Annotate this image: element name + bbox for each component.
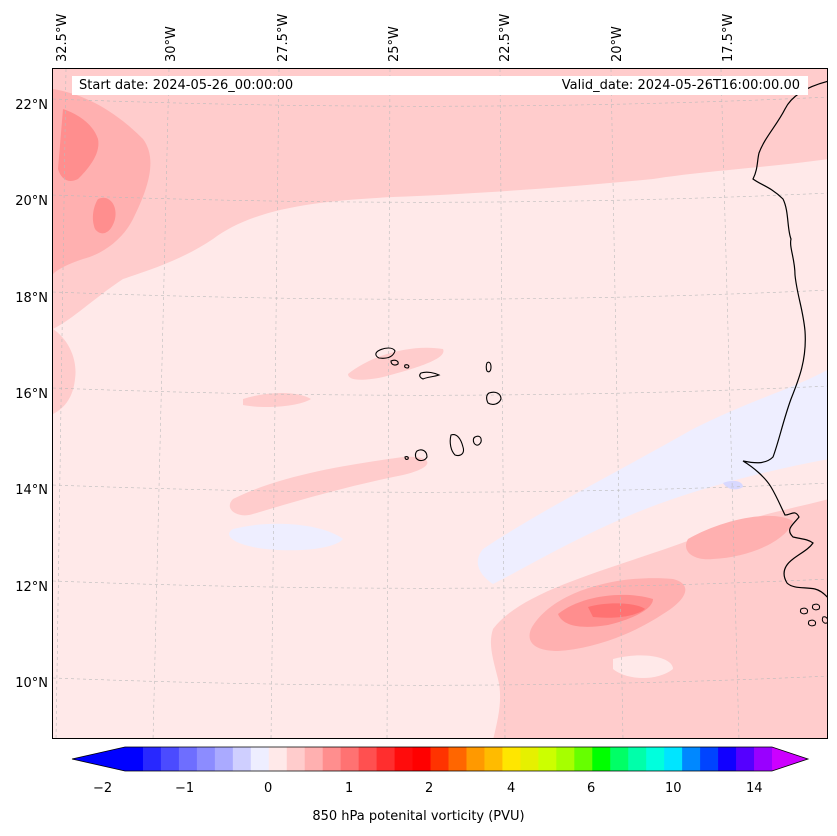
colorbar-tick-0: 0 xyxy=(264,781,273,796)
colorbar-segment xyxy=(142,747,162,771)
colorbar-segment xyxy=(718,747,737,771)
lon-label-27-5w: 27.5°W xyxy=(276,13,291,62)
colorbar-segment xyxy=(340,747,360,771)
pv-contour-nw-strong-2 xyxy=(92,197,116,234)
island-santa-luzia xyxy=(404,364,410,369)
pv-contour-central-streak xyxy=(348,347,444,380)
colorbar-segment xyxy=(592,747,611,771)
pv-contour-negative-streak xyxy=(477,370,827,584)
colorbar-segment xyxy=(754,747,773,771)
pv-contour-map xyxy=(53,69,827,738)
island-boa-vista xyxy=(486,391,502,405)
colorbar-segment xyxy=(178,747,198,771)
lon-label-30w: 30°W xyxy=(164,26,179,62)
island-sal xyxy=(485,361,492,373)
colorbar-segment xyxy=(160,747,180,771)
start-date-text: Start date: 2024-05-26_00:00:00 xyxy=(79,78,294,93)
colorbar-tick-10: 10 xyxy=(665,781,682,796)
colorbar-segment xyxy=(628,747,647,771)
colorbar-extend-max xyxy=(772,747,808,771)
island-brava xyxy=(404,456,409,460)
lat-label-18n: 18°N xyxy=(15,291,48,306)
colorbar-segment xyxy=(232,747,252,771)
colorbar-segment xyxy=(268,747,288,771)
island-fogo xyxy=(414,449,428,462)
colorbar-segment xyxy=(430,747,449,771)
lon-label-17-5w: 17.5°W xyxy=(721,13,736,62)
colorbar-tick-neg1: −1 xyxy=(175,781,195,796)
lat-label-22n: 22°N xyxy=(15,98,48,113)
lon-label-32-5w: 32.5°W xyxy=(55,13,70,62)
pv-contour-west-streak xyxy=(243,393,311,407)
colorbar-segment xyxy=(664,747,683,771)
pv-contour-se-core xyxy=(588,603,645,618)
colorbar-segment xyxy=(736,747,755,771)
colorbar-segment xyxy=(358,747,378,771)
africa-coastline xyxy=(742,80,827,598)
lat-label-10n: 10°N xyxy=(15,676,48,691)
colorbar-segment xyxy=(520,747,539,771)
colorbar-segment xyxy=(322,747,342,771)
colorbar-segment xyxy=(484,747,503,771)
colorbar-segment xyxy=(250,747,270,771)
pv-contour-se-light xyxy=(490,499,827,738)
colorbar-tick-4: 4 xyxy=(507,781,516,796)
pv-contour-coast-medium xyxy=(685,515,793,560)
colorbar-segment xyxy=(448,747,467,771)
colorbar-segment xyxy=(700,747,719,771)
colorbar-segment xyxy=(196,747,216,771)
lat-label-14n: 14°N xyxy=(15,483,48,498)
lon-label-25w: 25°W xyxy=(387,26,402,62)
colorbar-extend-min xyxy=(72,747,125,771)
colorbar-segment xyxy=(574,747,593,771)
lat-label-20n: 20°N xyxy=(15,194,48,209)
pv-contour-nw-strong xyxy=(58,109,99,181)
lon-label-22-5w: 22.5°W xyxy=(498,13,513,62)
island-group-bijagos xyxy=(800,603,827,627)
lon-label-20w: 20°W xyxy=(610,26,625,62)
island-maio xyxy=(472,435,482,446)
island-sao-nicolau xyxy=(419,371,441,380)
pv-contour-north-band xyxy=(53,69,827,329)
colorbar-segment xyxy=(682,747,701,771)
pv-contour-se-gap xyxy=(613,655,673,678)
colorbar-segment xyxy=(286,747,306,771)
colorbar-segment xyxy=(646,747,665,771)
colorbar-segment xyxy=(466,747,485,771)
island-santiago xyxy=(449,434,465,457)
colorbar-segment xyxy=(556,747,575,771)
colorbar-tick-neg2: −2 xyxy=(93,781,113,796)
colorbar-segment xyxy=(538,747,557,771)
colorbar-segment xyxy=(376,747,396,771)
map-panel xyxy=(52,68,828,739)
colorbar-segment xyxy=(304,747,324,771)
colorbar-tick-6: 6 xyxy=(587,781,596,796)
colorbar-tick-2: 2 xyxy=(425,781,434,796)
pv-contour-negative-small-1 xyxy=(723,480,743,490)
colorbar-tick-1: 1 xyxy=(345,781,354,796)
colorbar-segment xyxy=(412,747,432,771)
colorbar-segment xyxy=(125,747,144,771)
date-info-bar: Start date: 2024-05-26_00:00:00 Valid_da… xyxy=(72,76,808,95)
colorbar-segment xyxy=(214,747,234,771)
colorbar-segment xyxy=(610,747,629,771)
lat-label-16n: 16°N xyxy=(15,387,48,402)
pv-contour-negative-mid xyxy=(229,523,343,551)
pv-contour-band-14n xyxy=(229,456,428,516)
graticule xyxy=(53,69,827,738)
pv-contour-west-patch xyxy=(53,329,76,414)
colorbar-tick-14: 14 xyxy=(746,781,763,796)
island-santo-antao xyxy=(375,347,396,359)
lat-label-12n: 12°N xyxy=(15,580,48,595)
island-sao-vicente xyxy=(390,359,399,366)
colorbar-segment xyxy=(502,747,521,771)
colorbar-outline xyxy=(71,746,810,772)
colorbar-segment xyxy=(394,747,414,771)
colorbar-label: 850 hPa potenital vorticity (PVU) xyxy=(312,809,525,824)
colorbar xyxy=(71,746,810,772)
valid-date-text: Valid_date: 2024-05-26T16:00:00.00 xyxy=(561,78,800,93)
